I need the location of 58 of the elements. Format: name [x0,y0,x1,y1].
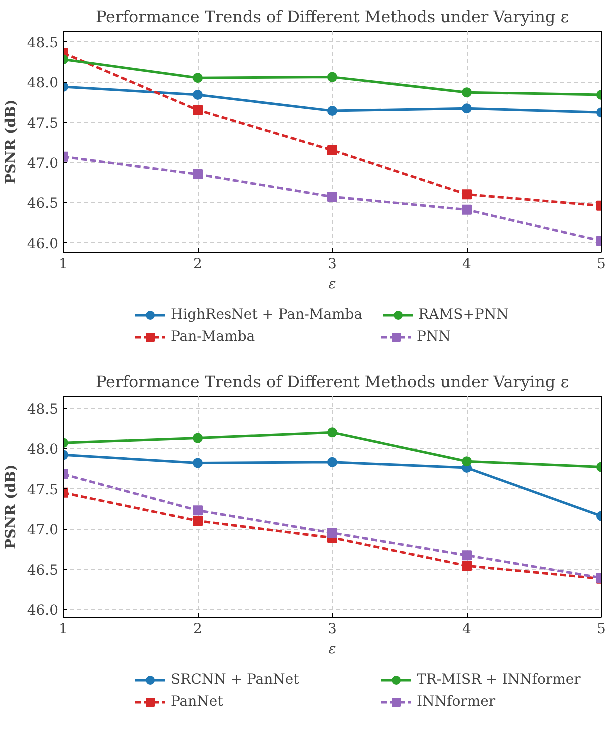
point [193,458,203,468]
x-axis-title: ε [328,642,336,658]
chart-title: Performance Trends of Different Methods under Varying ε [96,372,570,392]
point [462,561,472,572]
x-tick-label: 1 [59,256,68,272]
point [462,456,472,467]
x-tick-label: 4 [462,256,472,272]
legend-label: INNformer [417,694,497,710]
point [462,190,472,200]
point [462,550,472,561]
point [328,457,338,468]
point [462,204,472,215]
point [328,428,338,438]
y-tick-label: 47.5 [27,482,58,498]
y-tick-label: 47.0 [27,156,58,172]
x-tick-label: 4 [462,622,472,638]
legend-label: PNN [417,329,452,345]
y-tick-label: 48.5 [27,35,58,52]
point [328,145,338,156]
y-tick-label: 48.5 [27,402,58,418]
x-tick-label: 3 [328,622,337,638]
x-tick-label: 3 [328,256,337,272]
y-tick-label: 47.0 [27,522,58,539]
point [462,104,472,114]
point [193,73,203,84]
legend-label: PanNet [171,694,224,710]
y-tick-label: 46.5 [27,196,58,212]
x-axis-title: ε [328,276,336,292]
point [462,88,472,98]
point [193,516,203,526]
point [328,192,338,202]
point [328,72,338,82]
x-tick-label: 1 [59,622,68,638]
y-tick-label: 46.0 [27,602,58,619]
y-tick-label: 48.0 [27,76,58,92]
point [193,170,203,180]
y-axis-title: PSNR (dB) [3,464,20,550]
legend-label: SRCNN + PanNet [171,672,300,688]
point [193,506,203,516]
y-tick-label: 46.5 [27,562,58,579]
y-tick-label: 47.5 [27,116,58,132]
chart-title: Performance Trends of Different Methods under Varying ε [96,8,570,26]
point [328,528,338,538]
x-tick-label: 2 [194,622,202,638]
x-tick-label: 5 [597,622,606,638]
y-axis-title: PSNR (dB) [3,100,20,184]
point [328,106,338,116]
x-tick-label: 5 [597,256,606,272]
x-tick-label: 2 [194,256,202,272]
legend-label: TR-MISR + INNformer [417,672,582,688]
point [193,90,203,100]
y-tick-label: 46.0 [27,236,58,252]
legend-label: Pan-Mamba [171,329,256,345]
point [193,433,203,444]
legend-label: RAMS+PNN [418,307,510,323]
point [193,105,203,116]
y-tick-label: 48.0 [27,442,58,458]
legend-label: HighResNet + Pan-Mamba [171,307,363,323]
